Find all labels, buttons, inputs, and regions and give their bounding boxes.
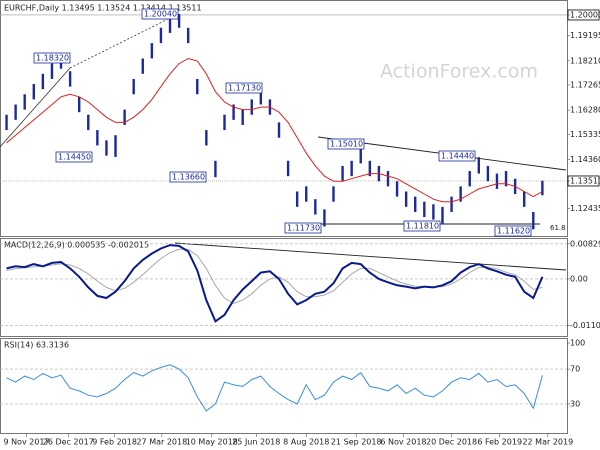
rsi-title: RSI(14) 63.3136 [4,341,69,350]
y-tick-label: 1.12435 [570,204,600,213]
x-tick-label: 9 Nov 2017 [3,438,49,447]
y-tick-label: 1.14360 [570,155,600,164]
trend-line [69,13,179,69]
annotation-box [225,82,263,94]
x-tick-label: 9 Feb 2018 [92,438,137,447]
watermark: ActionForex.com [380,61,538,83]
annotation-box [33,52,71,64]
x-tick-label: 22 Mar 2019 [522,438,573,447]
x-tick-label: 6 Feb 2019 [477,438,522,447]
x-tick-label: 8 Aug 2018 [283,438,329,447]
moving-average [6,57,543,203]
y-tick-label: 1.16280 [570,106,600,115]
y-tick-label: 1.20000 [570,10,600,19]
trend-line [0,67,71,148]
annotation-label: 1.14440 [441,152,474,161]
price-title: EURCHF,Daily 1.13495 1.13524 1.13414 1.1… [4,4,202,13]
x-tick-label: 21 Sep 2018 [331,438,382,447]
x-tick-label: 6 Nov 2018 [380,438,426,447]
annotation-label: 1.11730 [287,224,320,233]
rsi-panel [0,338,568,434]
y-tick-label: 1.17265 [570,80,600,89]
y-tick-label: 100 [570,339,585,348]
annotation-label: 1.18320 [36,54,69,63]
x-tick-label: 20 Dec 2018 [426,438,477,447]
annotation-label: 61.8 [550,224,566,232]
macd-line [6,244,544,323]
annotation-box [284,222,322,234]
x-tick-label: 27 Mar 2018 [136,438,187,447]
annotation-box [438,150,476,162]
y-tick-label: 0.008292 [570,239,600,248]
y-tick-label: 1.15335 [570,130,600,139]
signal-line [6,248,543,305]
y-tick-label: 0.00 [570,274,588,283]
annotation-label: 1.11810 [406,222,439,231]
annotation-box [169,171,207,183]
annotation-label: 1.15010 [330,140,363,149]
trend-line [174,242,567,271]
annotation-label: 1.13660 [172,173,205,182]
annotation-box [327,138,365,150]
annotation-label: 1.11620 [497,227,530,236]
price-panel [0,0,568,237]
annotation-box [494,225,532,237]
y-tick-label: 30 [570,399,580,408]
macd-panel [0,238,568,337]
y-tick-label: 1.18210 [570,56,600,65]
macd-title: MACD(12,26,9) 0.000535 -0.002015 [4,241,149,250]
y-tick-label: 1.13511 [570,176,600,185]
x-tick-label: 25 Jun 2018 [232,438,280,447]
y-tick-label: 1.19195 [570,31,600,40]
annotation-box [141,8,179,20]
annotation-box [403,220,441,232]
annotation-label: 1.20040 [144,10,177,19]
annotation-label: 1.17130 [228,84,261,93]
y-tick-label: -0.011015 [570,321,600,330]
y-tick-label: 70 [570,365,580,374]
annotation-box [55,151,93,163]
rsi-line [6,364,543,412]
annotation-label: 1.14450 [58,153,91,162]
x-tick-label: 10 May 2018 [186,438,238,447]
x-tick-label: 26 Dec 2017 [43,438,94,447]
